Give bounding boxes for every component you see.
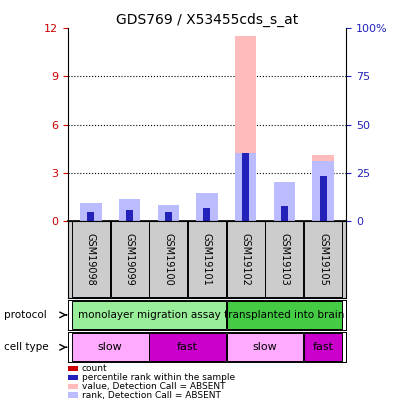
Bar <box>265 222 303 297</box>
Text: GSM19098: GSM19098 <box>86 233 96 286</box>
Bar <box>165 212 172 221</box>
Text: GSM19101: GSM19101 <box>202 233 212 286</box>
Text: GSM19103: GSM19103 <box>279 233 289 286</box>
Text: GSM19099: GSM19099 <box>125 233 135 286</box>
Bar <box>312 155 334 221</box>
Bar <box>119 201 140 221</box>
Bar <box>274 182 295 221</box>
Text: GSM19102: GSM19102 <box>241 233 251 286</box>
Text: slow: slow <box>253 342 277 352</box>
Bar <box>158 205 179 221</box>
Text: protocol: protocol <box>4 310 47 320</box>
Bar <box>304 222 342 297</box>
Title: GDS769 / X53455cds_s_at: GDS769 / X53455cds_s_at <box>116 13 298 27</box>
Text: value, Detection Call = ABSENT: value, Detection Call = ABSENT <box>82 382 225 391</box>
Bar <box>242 216 249 221</box>
Text: transplanted into brain: transplanted into brain <box>224 310 345 320</box>
Bar <box>312 162 334 221</box>
Bar <box>165 218 172 221</box>
Text: slow: slow <box>98 342 123 352</box>
Bar <box>320 216 326 221</box>
Bar <box>227 301 342 329</box>
Text: cell type: cell type <box>4 342 49 352</box>
Text: count: count <box>82 364 107 373</box>
Bar <box>196 196 218 221</box>
Text: GSM19105: GSM19105 <box>318 233 328 286</box>
Bar <box>227 222 265 297</box>
Bar <box>188 222 226 297</box>
Bar <box>281 206 288 221</box>
Bar <box>126 210 133 221</box>
Bar <box>281 217 288 221</box>
Text: GSM19100: GSM19100 <box>163 233 173 286</box>
Bar <box>72 301 226 329</box>
Text: fast: fast <box>177 342 198 352</box>
Bar <box>203 208 211 221</box>
Bar <box>149 222 187 297</box>
Bar <box>126 216 133 221</box>
Bar <box>158 209 179 221</box>
Bar <box>320 176 326 221</box>
Bar <box>80 203 101 221</box>
Bar <box>304 333 342 361</box>
Bar <box>242 153 249 221</box>
Bar <box>72 333 148 361</box>
Bar <box>88 212 94 221</box>
Text: rank, Detection Call = ABSENT: rank, Detection Call = ABSENT <box>82 391 220 400</box>
Text: monolayer migration assay: monolayer migration assay <box>78 310 220 320</box>
Bar <box>203 216 211 221</box>
Bar <box>88 217 94 221</box>
Text: fast: fast <box>312 342 334 352</box>
Bar <box>119 199 140 221</box>
Bar <box>235 36 256 221</box>
Bar <box>235 153 256 221</box>
Bar <box>80 205 101 221</box>
Bar <box>111 222 148 297</box>
Bar <box>274 194 295 221</box>
Text: percentile rank within the sample: percentile rank within the sample <box>82 373 235 382</box>
Bar <box>149 333 226 361</box>
Bar <box>227 333 303 361</box>
Bar <box>72 222 110 297</box>
Bar <box>196 193 218 221</box>
